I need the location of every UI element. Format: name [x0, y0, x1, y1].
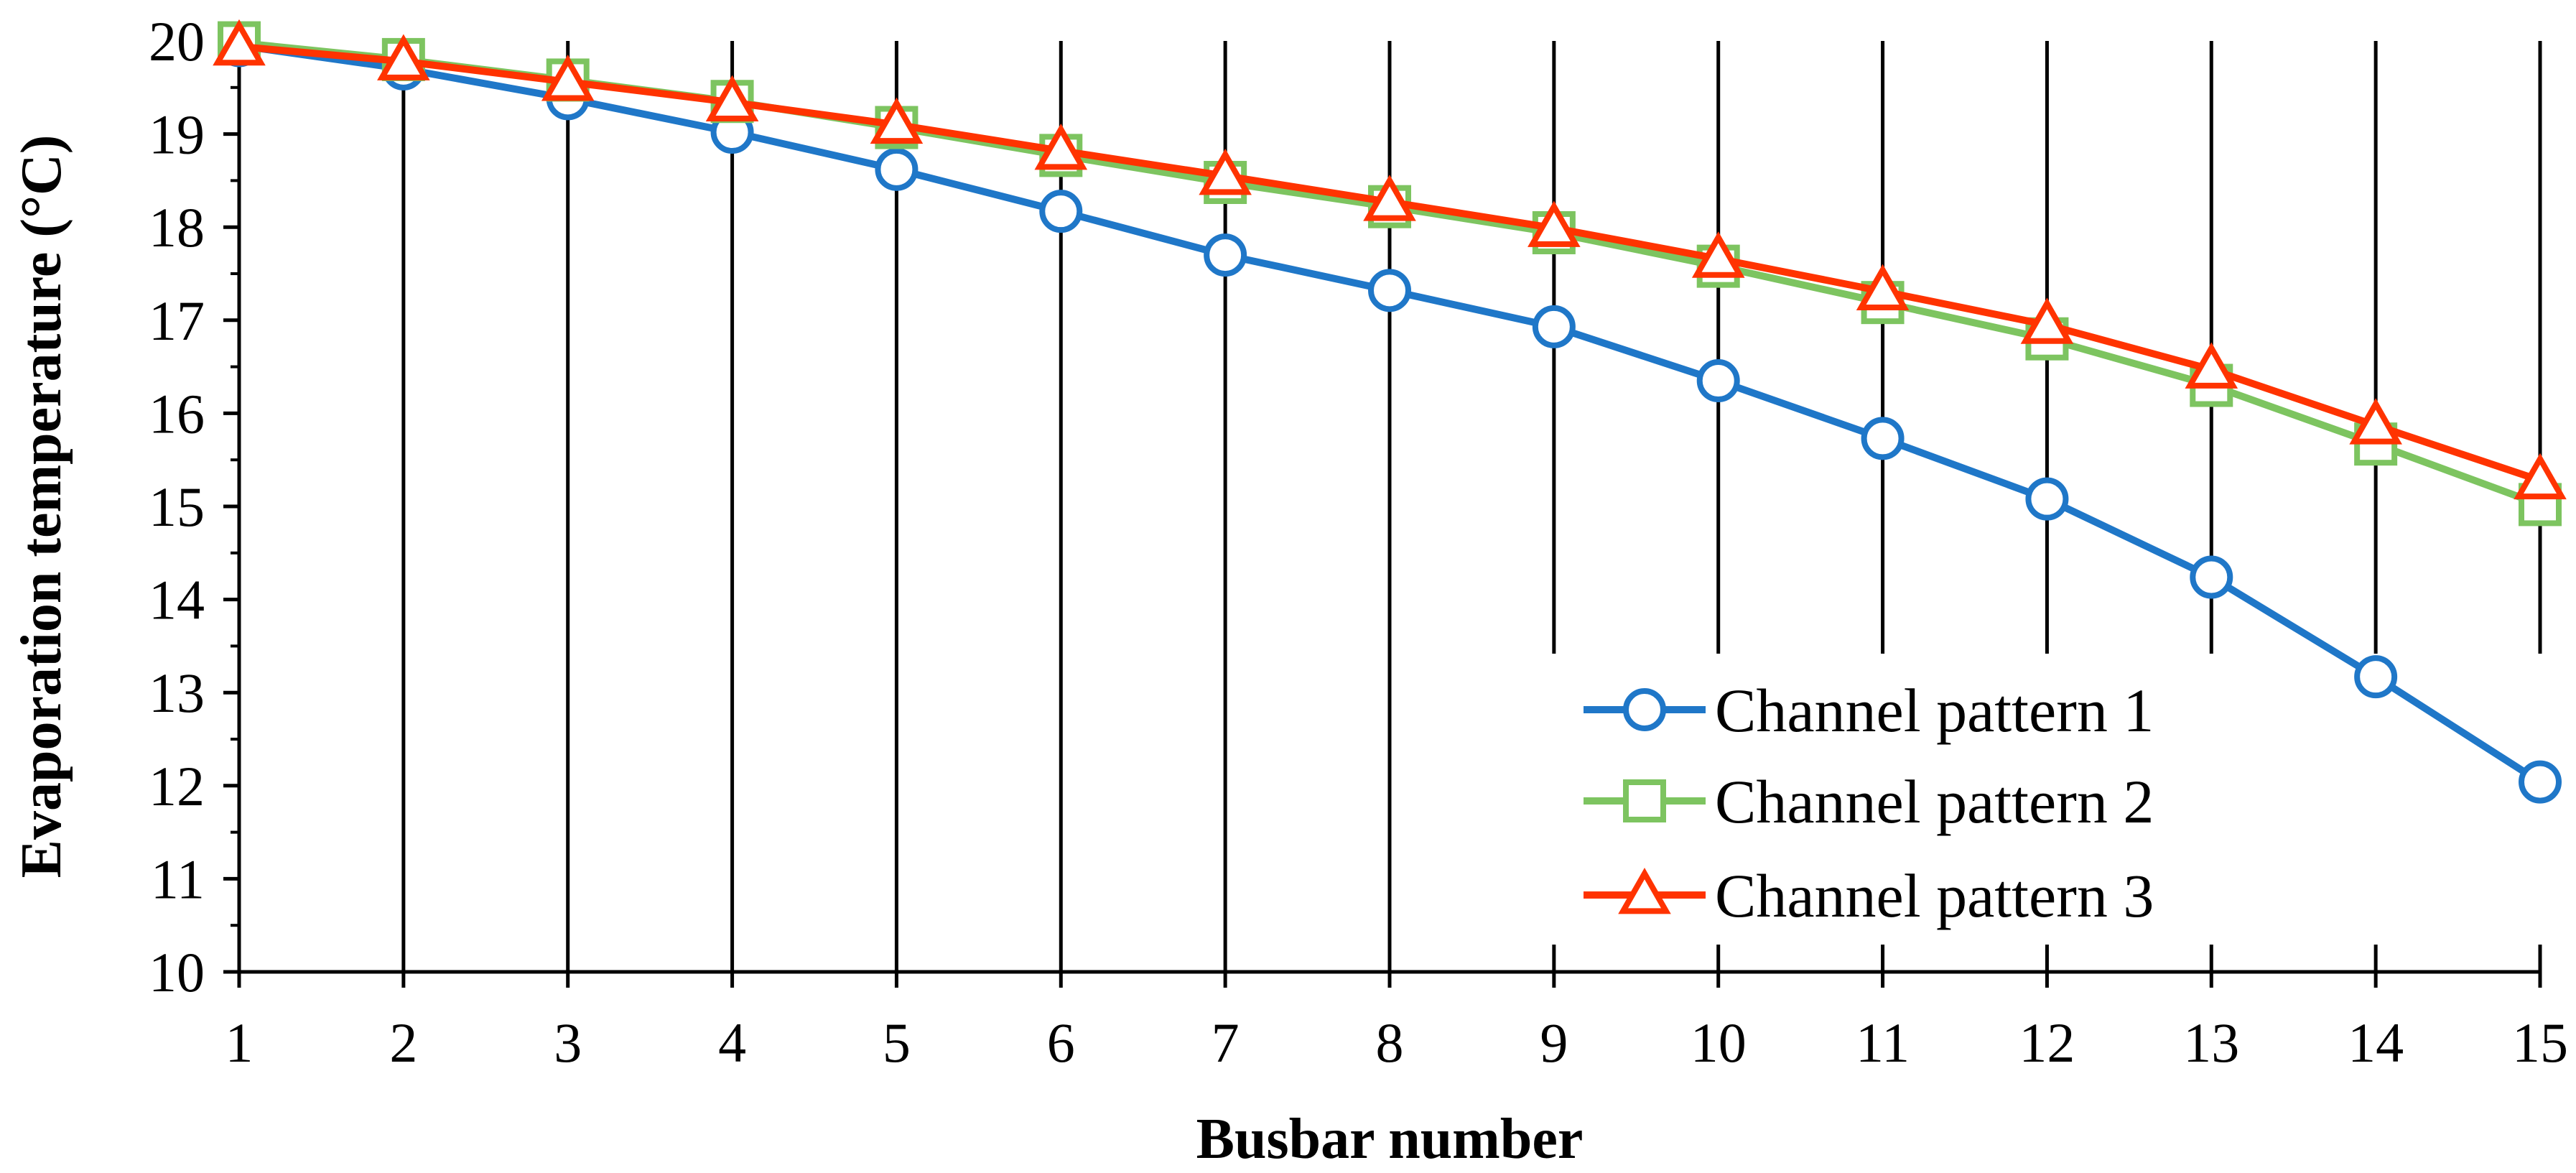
legend-item-3: Channel pattern 3 — [1584, 861, 2154, 930]
x-axis-title: Busbar number — [1196, 1108, 1584, 1171]
series-layer — [213, 19, 2567, 804]
data-point-circle — [1532, 305, 1576, 348]
legend-item-1: Channel pattern 1 — [1584, 676, 2154, 745]
y-tick-label: 12 — [149, 755, 205, 817]
data-point-circle — [2025, 477, 2069, 521]
y-tick-label: 16 — [149, 382, 205, 445]
legend-label: Channel pattern 3 — [1715, 861, 2154, 930]
y-axis-title: Evaporation temperature (°C) — [10, 135, 73, 878]
y-tick-label: 17 — [149, 289, 205, 352]
data-point-triangle — [213, 19, 266, 66]
data-point-triangle — [1199, 148, 1252, 195]
x-tick-label: 14 — [2348, 1011, 2404, 1074]
x-tick-label: 3 — [554, 1011, 582, 1074]
y-tick-label: 14 — [149, 569, 205, 631]
legend-label: Channel pattern 2 — [1715, 767, 2154, 836]
y-tick-label: 20 — [149, 10, 205, 73]
data-point-square — [1623, 779, 1666, 822]
legend: Channel pattern 1 Channel pattern 2 Channe… — [1584, 676, 2154, 930]
data-point-circle — [875, 147, 919, 191]
data-point-triangle — [2349, 398, 2402, 445]
x-tick-label: 12 — [2019, 1011, 2075, 1074]
data-point-circle — [1039, 190, 1083, 233]
x-tick-label: 15 — [2512, 1011, 2568, 1074]
data-point-circle — [2190, 555, 2233, 599]
data-point-triangle — [377, 34, 430, 80]
data-point-triangle — [870, 97, 924, 144]
data-point-triangle — [1363, 175, 1416, 221]
data-point-triangle — [1034, 123, 1088, 170]
data-point-circle — [2519, 760, 2562, 804]
data-point-triangle — [2020, 297, 2074, 344]
y-tick-label: 13 — [149, 662, 205, 724]
x-tick-label: 1 — [225, 1011, 254, 1074]
data-point-triangle — [1856, 264, 1910, 311]
data-point-triangle — [541, 55, 595, 101]
x-tick-label: 5 — [883, 1011, 911, 1074]
legend-item-2: Channel pattern 2 — [1584, 767, 2154, 836]
y-tick-label: 18 — [149, 196, 205, 259]
x-tick-label: 9 — [1540, 1011, 1568, 1074]
grid-layer — [401, 41, 2542, 972]
data-point-circle — [1861, 417, 1905, 460]
x-tick-label: 6 — [1047, 1011, 1075, 1074]
data-point-circle — [2354, 655, 2398, 699]
data-point-triangle — [1528, 200, 1581, 247]
data-point-circle — [1696, 359, 1740, 403]
x-tick-label: 2 — [389, 1011, 417, 1074]
data-point-circle — [1204, 233, 1247, 277]
data-point-triangle — [2185, 342, 2238, 389]
legend-label: Channel pattern 1 — [1715, 676, 2154, 745]
y-tick-label: 15 — [149, 476, 205, 538]
data-point-triangle — [705, 75, 759, 121]
data-point-triangle — [1691, 231, 1745, 278]
y-tick-label: 11 — [151, 848, 205, 910]
x-tick-label: 10 — [1691, 1011, 1747, 1074]
data-point-circle — [1623, 688, 1666, 731]
data-point-triangle — [1618, 868, 1671, 914]
series-3 — [213, 19, 2567, 500]
data-point-triangle — [2514, 453, 2567, 500]
x-tick-label: 13 — [2183, 1011, 2239, 1074]
y-tick-label: 19 — [149, 103, 205, 166]
data-point-circle — [1368, 269, 1411, 312]
x-tick-label: 8 — [1376, 1011, 1404, 1074]
x-tick-label: 4 — [718, 1011, 746, 1074]
y-tick-label: 10 — [149, 941, 205, 1003]
x-tick-label: 7 — [1212, 1011, 1240, 1074]
x-tick-label: 11 — [1856, 1011, 1910, 1074]
